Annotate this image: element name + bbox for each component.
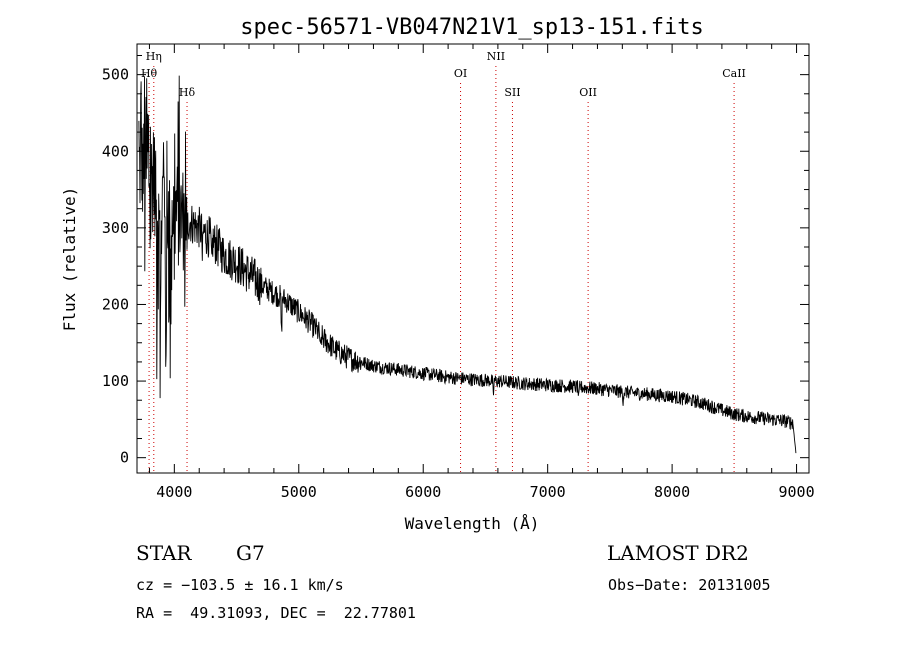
x-tick-label: 7000 bbox=[530, 483, 566, 501]
line-marker-label: CaII bbox=[722, 67, 746, 80]
redshift-velocity: cz = −103.5 ± 16.1 km/s bbox=[136, 576, 344, 594]
y-tick-label: 300 bbox=[102, 219, 129, 237]
spectrum-series bbox=[138, 75, 797, 454]
x-tick-label: 5000 bbox=[281, 483, 317, 501]
y-tick-label: 500 bbox=[102, 66, 129, 84]
y-tick-label: 0 bbox=[120, 449, 129, 467]
line-marker-label: NII bbox=[487, 50, 505, 63]
coordinates: RA = 49.31093, DEC = 22.77801 bbox=[136, 604, 416, 622]
x-tick-label: 9000 bbox=[778, 483, 814, 501]
x-axis-label: Wavelength (Å) bbox=[405, 514, 540, 533]
y-axis-label: Flux (relative) bbox=[60, 187, 79, 332]
line-marker-label: SII bbox=[504, 86, 520, 99]
y-axis: 0 100 200 300 400 500 bbox=[102, 54, 809, 467]
x-tick-label: 8000 bbox=[654, 483, 690, 501]
chart-title: spec-56571-VB047N21V1_sp13-151.fits bbox=[240, 15, 704, 40]
line-marker-label: OI bbox=[454, 67, 467, 80]
survey-name: LAMOST DR2 bbox=[607, 541, 749, 565]
line-marker-label: OII bbox=[579, 86, 597, 99]
line-marker-label: Hδ bbox=[179, 86, 196, 99]
y-tick-label: 400 bbox=[102, 142, 129, 160]
line-marker-label: Hη bbox=[146, 50, 162, 63]
x-tick-label: 4000 bbox=[156, 483, 192, 501]
x-tick-label: 6000 bbox=[405, 483, 441, 501]
observation-date: Obs−Date: 20131005 bbox=[608, 576, 771, 594]
x-axis: 4000 5000 6000 7000 8000 9000 bbox=[148, 44, 815, 501]
subclass: G7 bbox=[236, 541, 265, 565]
line-marker-label: Hθ bbox=[141, 67, 158, 80]
y-tick-label: 200 bbox=[102, 295, 129, 313]
y-tick-label: 100 bbox=[102, 372, 129, 390]
spectrum-line bbox=[138, 75, 797, 454]
object-class: STAR bbox=[136, 541, 192, 565]
